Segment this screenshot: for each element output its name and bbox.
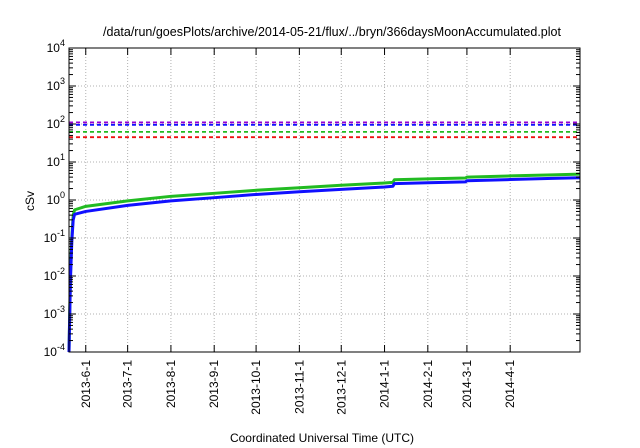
y-tick-label: 10-3	[44, 304, 65, 321]
y-tick-label: 100	[47, 190, 65, 207]
x-tick-label: 2014-4-1	[503, 360, 517, 408]
y-axis-label: cSv	[23, 191, 37, 211]
x-tick-label: 2013-7-1	[121, 360, 135, 408]
x-tick-label: 2013-6-1	[79, 360, 93, 408]
y-tick-label: 102	[47, 114, 65, 131]
y-tick-label: 10-2	[44, 266, 65, 283]
x-tick-label: 2013-8-1	[164, 360, 178, 408]
x-tick-label: 2013-11-1	[292, 360, 306, 414]
series-line	[67, 172, 581, 353]
y-tick-label: 10-4	[44, 342, 65, 359]
x-axis-label: Coordinated Universal Time (UTC)	[230, 431, 414, 445]
x-tick-label: 2013-10-1	[249, 360, 263, 415]
reference-lines	[69, 121, 580, 139]
y-tick-label: 103	[47, 76, 65, 93]
x-tick-label: 2013-9-1	[207, 360, 221, 408]
x-tick-label: 2014-2-1	[421, 360, 435, 408]
series-line	[67, 176, 581, 353]
axes	[68, 47, 581, 353]
x-tick-label: 2014-1-1	[378, 360, 392, 408]
x-tick-label: 2013-12-1	[334, 360, 348, 415]
chart-title: /data/run/goesPlots/archive/2014-05-21/f…	[103, 25, 561, 39]
x-tick-labels: 2013-6-1 2013-7-1 2013-8-1 2013-9-1 2013-10-…	[79, 360, 517, 415]
x-tick-label: 2014-3-1	[460, 360, 474, 408]
y-tick-labels: 10-4 10-3 10-2 10-1 100 101 102 103 104	[44, 38, 65, 359]
y-tick-label: 10-1	[44, 228, 65, 245]
y-tick-label: 101	[47, 152, 65, 169]
y-tick-label: 104	[47, 38, 65, 55]
series-lines	[67, 172, 581, 353]
plot-border	[68, 47, 581, 353]
